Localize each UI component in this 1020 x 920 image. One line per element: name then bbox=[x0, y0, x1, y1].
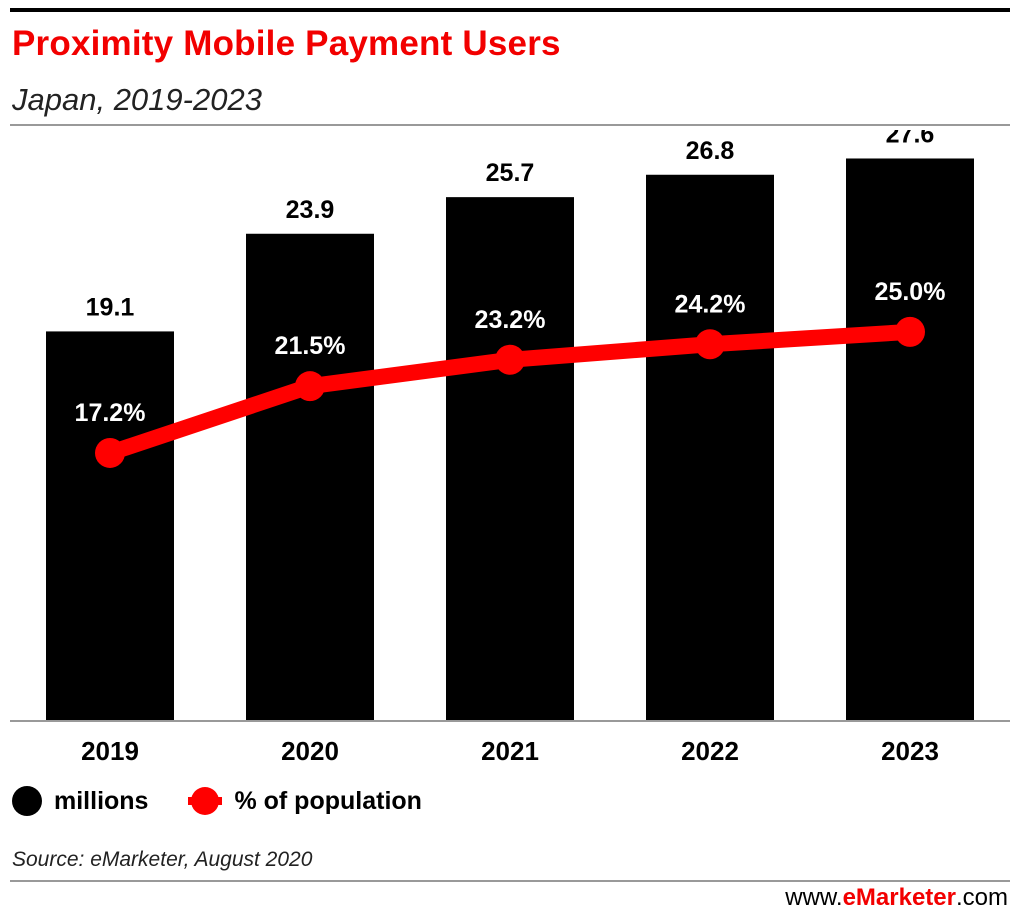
population-value-label: 21.5% bbox=[275, 332, 346, 360]
population-value-label: 24.2% bbox=[675, 290, 746, 318]
legend-item-millions: millions bbox=[12, 786, 148, 816]
bar-value-label: 27.6 bbox=[886, 130, 935, 148]
legend-item-population: % of population bbox=[188, 786, 422, 816]
x-tick-label: 2023 bbox=[881, 736, 939, 766]
population-point-2022 bbox=[695, 329, 725, 360]
population-point-2023 bbox=[895, 316, 925, 347]
population-value-label: 25.0% bbox=[875, 278, 946, 306]
x-tick-label: 2019 bbox=[81, 736, 139, 766]
bar-value-label: 25.7 bbox=[486, 159, 535, 187]
bar-value-label: 19.1 bbox=[86, 293, 135, 321]
chart: 19.1 23.9 25.7 26.8 27.6 2019 2020 2021 2022 2023… bbox=[10, 130, 1010, 766]
brand-url: www.eMarketer.com bbox=[785, 884, 1008, 911]
black-circle-icon bbox=[12, 786, 42, 816]
population-value-label: 17.2% bbox=[75, 399, 146, 427]
bar-value-label: 23.9 bbox=[286, 196, 335, 224]
population-point-2019 bbox=[95, 437, 125, 468]
chart-subtitle: Japan, 2019-2023 bbox=[12, 82, 262, 117]
bar-2020 bbox=[246, 233, 374, 721]
legend: millions % of population bbox=[12, 786, 462, 816]
footer-divider bbox=[10, 880, 1010, 882]
population-point-2021 bbox=[495, 344, 525, 375]
x-tick-label: 2020 bbox=[281, 736, 339, 766]
header-divider bbox=[10, 124, 1010, 126]
population-value-label: 23.2% bbox=[475, 306, 546, 334]
x-tick-label: 2022 bbox=[681, 736, 739, 766]
top-rule bbox=[10, 8, 1010, 12]
chart-title: Proximity Mobile Payment Users bbox=[12, 24, 561, 63]
bar-2019 bbox=[46, 331, 174, 720]
bar-value-label: 26.8 bbox=[686, 137, 735, 165]
bar-2021 bbox=[446, 197, 574, 720]
bar-2023 bbox=[846, 158, 974, 720]
population-point-2020 bbox=[295, 371, 325, 402]
red-line-marker-icon bbox=[188, 786, 223, 816]
legend-label: millions bbox=[54, 786, 149, 815]
source-note: Source: eMarketer, August 2020 bbox=[12, 848, 313, 871]
legend-label: % of population bbox=[234, 786, 422, 815]
bar-2022 bbox=[646, 174, 774, 721]
x-tick-label: 2021 bbox=[481, 736, 539, 766]
brand-name: eMarketer bbox=[842, 884, 956, 911]
